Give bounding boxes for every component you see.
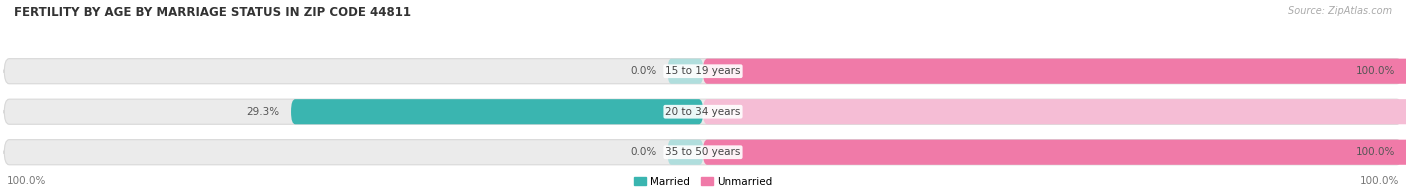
Text: 15 to 19 years: 15 to 19 years <box>665 66 741 76</box>
Text: Source: ZipAtlas.com: Source: ZipAtlas.com <box>1288 6 1392 16</box>
FancyBboxPatch shape <box>4 140 1402 165</box>
Text: FERTILITY BY AGE BY MARRIAGE STATUS IN ZIP CODE 44811: FERTILITY BY AGE BY MARRIAGE STATUS IN Z… <box>14 6 411 19</box>
FancyBboxPatch shape <box>291 99 703 124</box>
Text: 0.0%: 0.0% <box>630 147 657 157</box>
Text: 35 to 50 years: 35 to 50 years <box>665 147 741 157</box>
FancyBboxPatch shape <box>703 99 1406 124</box>
FancyBboxPatch shape <box>703 140 1406 165</box>
Text: 100.0%: 100.0% <box>1355 66 1395 76</box>
Text: 20 to 34 years: 20 to 34 years <box>665 107 741 117</box>
FancyBboxPatch shape <box>4 99 1402 124</box>
FancyBboxPatch shape <box>668 140 703 165</box>
FancyBboxPatch shape <box>668 59 703 84</box>
Text: 29.3%: 29.3% <box>246 107 280 117</box>
Text: 100.0%: 100.0% <box>1355 147 1395 157</box>
FancyBboxPatch shape <box>703 59 1406 84</box>
FancyBboxPatch shape <box>4 59 1402 84</box>
Text: 100.0%: 100.0% <box>1360 176 1399 186</box>
Legend: Married, Unmarried: Married, Unmarried <box>630 172 776 191</box>
Text: 0.0%: 0.0% <box>630 66 657 76</box>
Text: 100.0%: 100.0% <box>7 176 46 186</box>
